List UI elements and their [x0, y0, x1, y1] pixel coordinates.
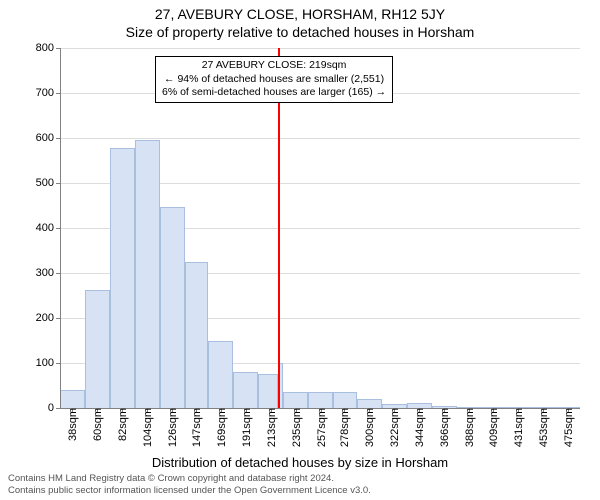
- x-tick-label: 82sqm: [115, 408, 129, 441]
- x-tick-label: 344sqm: [412, 408, 426, 447]
- chart-container: 27, AVEBURY CLOSE, HORSHAM, RH12 5JY Siz…: [0, 0, 600, 500]
- footer-line-2: Contains public sector information licen…: [8, 485, 371, 497]
- histogram-bar: [160, 207, 185, 408]
- y-axis-line: [60, 48, 61, 408]
- x-tick-label: 475sqm: [561, 408, 575, 447]
- footer-attribution: Contains HM Land Registry data © Crown c…: [8, 473, 371, 497]
- histogram-bar: [60, 390, 85, 408]
- gridline: [60, 138, 580, 139]
- x-tick-label: 322sqm: [387, 408, 401, 447]
- histogram-bar: [308, 392, 333, 408]
- title-line-2: Size of property relative to detached ho…: [0, 24, 600, 40]
- x-tick-label: 213sqm: [264, 408, 278, 447]
- x-tick-label: 388sqm: [462, 408, 476, 447]
- x-tick-label: 431sqm: [511, 408, 525, 447]
- histogram-bar: [283, 392, 308, 408]
- histogram-bar: [185, 262, 209, 408]
- annotation-line: 27 AVEBURY CLOSE: 219sqm: [162, 59, 386, 73]
- x-tick-label: 60sqm: [90, 408, 104, 441]
- annotation-line: ← 94% of detached houses are smaller (2,…: [162, 73, 386, 87]
- histogram-bar: [233, 372, 258, 408]
- histogram-bar: [85, 290, 110, 408]
- x-tick-label: 38sqm: [65, 408, 79, 441]
- title-line-1: 27, AVEBURY CLOSE, HORSHAM, RH12 5JY: [0, 6, 600, 22]
- histogram-bar: [110, 148, 135, 408]
- x-tick-label: 257sqm: [314, 408, 328, 447]
- x-tick-label: 300sqm: [362, 408, 376, 447]
- gridline: [60, 48, 580, 49]
- histogram-bar: [208, 341, 233, 409]
- histogram-bar: [258, 374, 277, 408]
- footer-line-1: Contains HM Land Registry data © Crown c…: [8, 473, 371, 485]
- x-tick-label: 235sqm: [289, 408, 303, 447]
- x-tick-label: 366sqm: [437, 408, 451, 447]
- x-tick-label: 191sqm: [239, 408, 253, 447]
- histogram-bar: [135, 140, 160, 408]
- x-tick-label: 278sqm: [337, 408, 351, 447]
- x-axis-label: Distribution of detached houses by size …: [0, 455, 600, 470]
- plot-area: 010020030040050060070080038sqm60sqm82sqm…: [60, 48, 580, 408]
- annotation-box: 27 AVEBURY CLOSE: 219sqm← 94% of detache…: [155, 56, 393, 103]
- annotation-line: 6% of semi-detached houses are larger (1…: [162, 86, 386, 100]
- histogram-bar: [357, 399, 382, 408]
- x-tick-label: 453sqm: [536, 408, 550, 447]
- histogram-bar: [333, 392, 357, 408]
- x-tick-label: 104sqm: [140, 408, 154, 447]
- x-tick-label: 147sqm: [189, 408, 203, 447]
- x-tick-label: 169sqm: [214, 408, 228, 447]
- x-tick-label: 409sqm: [486, 408, 500, 447]
- x-tick-label: 126sqm: [165, 408, 179, 447]
